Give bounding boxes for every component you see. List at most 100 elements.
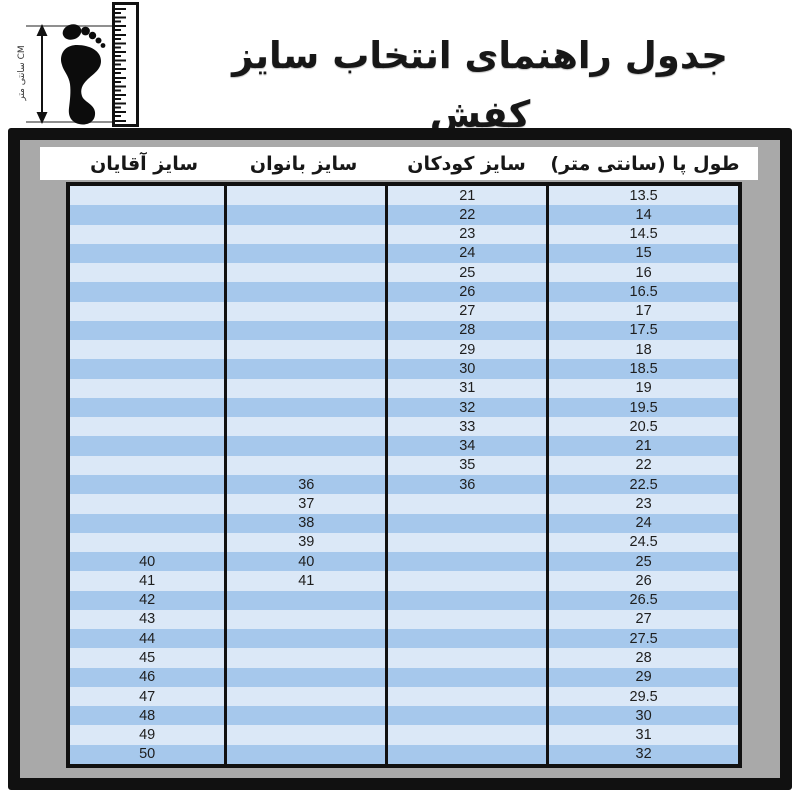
cell-children-size: 21 <box>385 186 546 206</box>
cell-men-size <box>70 417 224 436</box>
cell-men-size <box>70 244 224 263</box>
cell-men-size: 44 <box>139 630 156 647</box>
column-header-men: سایز آقایان <box>90 152 199 175</box>
cell-men-size <box>70 398 224 417</box>
cell-children-size: 34 <box>385 436 546 456</box>
cell-children-size <box>385 590 546 610</box>
cell-children-size: 24 <box>385 243 546 264</box>
cell-foot-length: 18 <box>546 340 738 360</box>
cell-children-size: 28 <box>385 320 546 341</box>
cell-women-size <box>224 263 385 283</box>
cell-women-size <box>224 359 385 379</box>
table-row: 31 19 <box>70 378 738 398</box>
table-row: 27 17 <box>70 301 738 321</box>
page-header: CM سانتی متر جدول راهنمای انتخاب سایز کف… <box>0 0 800 136</box>
cell-foot-length: 21 <box>546 436 738 456</box>
cell-children-size <box>385 494 546 514</box>
cell-children-size <box>385 725 546 745</box>
table-row: 36 36 22.5 <box>70 474 738 495</box>
cell-men-size: 41 <box>139 572 156 589</box>
cell-women-size: 39 <box>224 532 385 553</box>
cell-children-size: 26 <box>385 282 546 302</box>
table-row: 47 29.5 <box>70 686 738 707</box>
cell-women-size <box>224 301 385 321</box>
cell-women-size <box>224 243 385 264</box>
cell-foot-length: 16.5 <box>546 282 738 302</box>
cell-foot-length: 13.5 <box>546 186 738 206</box>
table-row: 40 40 25 <box>70 552 738 572</box>
table-row: 22 14 <box>70 205 738 225</box>
cell-men-size <box>70 436 224 455</box>
cell-foot-length: 26.5 <box>546 590 738 610</box>
ruler-icon <box>112 2 139 127</box>
cell-men-size: 49 <box>139 727 156 744</box>
column-header-children: سایز کودکان <box>407 152 526 175</box>
cell-foot-length: 14 <box>546 205 738 225</box>
cell-women-size: 37 <box>224 494 385 514</box>
cell-foot-length: 27 <box>546 609 738 630</box>
cell-men-size <box>70 225 224 244</box>
column-header-foot-length: طول پا (سانتی متر) <box>550 152 740 175</box>
cell-women-size <box>224 629 385 649</box>
cell-men-size <box>70 186 224 205</box>
cell-men-size <box>70 379 224 398</box>
cell-foot-length: 26 <box>546 571 738 591</box>
table-row: 38 24 <box>70 513 738 533</box>
table-row: 35 22 <box>70 455 738 475</box>
cell-foot-length: 19 <box>546 378 738 398</box>
cell-children-size: 35 <box>385 455 546 475</box>
table-row: 39 24.5 <box>70 532 738 553</box>
cell-women-size <box>224 417 385 437</box>
cell-women-size <box>224 340 385 360</box>
cell-men-size <box>70 456 224 475</box>
table-row: 23 14.5 <box>70 224 738 244</box>
cell-women-size <box>224 378 385 398</box>
cell-children-size <box>385 686 546 707</box>
cell-foot-length: 16 <box>546 263 738 283</box>
cell-women-size: 38 <box>224 513 385 533</box>
cell-men-size <box>70 282 224 301</box>
cell-foot-length: 18.5 <box>546 359 738 379</box>
table-row: 24 15 <box>70 243 738 264</box>
table-row: 26 16.5 <box>70 282 738 302</box>
cell-women-size <box>224 205 385 225</box>
cell-women-size <box>224 706 385 726</box>
cell-children-size: 25 <box>385 263 546 283</box>
cell-children-size: 27 <box>385 301 546 321</box>
table-row: 21 13.5 <box>70 186 738 206</box>
cell-men-size <box>70 321 224 340</box>
cell-men-size: 47 <box>139 688 156 705</box>
table-frame: سایز آقایان سایز بانوان سایز کودکان طول … <box>8 128 792 790</box>
cell-women-size: 36 <box>224 474 385 495</box>
cell-children-size: 29 <box>385 340 546 360</box>
cell-women-size <box>224 397 385 418</box>
footprint-icon <box>61 24 106 125</box>
cell-men-size <box>70 302 224 321</box>
table-row: 34 21 <box>70 436 738 456</box>
cell-women-size: 40 <box>224 552 385 572</box>
cell-children-size <box>385 744 546 764</box>
cell-women-size <box>224 725 385 745</box>
cell-men-size <box>70 514 224 533</box>
column-header-women: سایز بانوان <box>249 152 358 175</box>
cell-women-size: 41 <box>224 571 385 591</box>
table-row: 42 26.5 <box>70 590 738 610</box>
cell-men-size: 48 <box>139 707 156 724</box>
cell-children-size: 23 <box>385 224 546 244</box>
table-row: 49 31 <box>70 725 738 745</box>
cell-foot-length: 32 <box>546 744 738 764</box>
cell-foot-length: 29 <box>546 667 738 687</box>
table-row: 32 19.5 <box>70 397 738 418</box>
cell-foot-length: 24 <box>546 513 738 533</box>
cell-foot-length: 24.5 <box>546 532 738 553</box>
cell-children-size <box>385 552 546 572</box>
table-row: 29 18 <box>70 340 738 360</box>
cell-children-size <box>385 648 546 668</box>
page-title: جدول راهنمای انتخاب سایز کفش <box>232 34 728 137</box>
cell-men-size: 43 <box>139 611 156 628</box>
cell-foot-length: 19.5 <box>546 397 738 418</box>
table-row: 41 41 26 <box>70 571 738 591</box>
column-header-strip: سایز آقایان سایز بانوان سایز کودکان طول … <box>40 147 758 180</box>
cell-foot-length: 25 <box>546 552 738 572</box>
cell-men-size <box>70 340 224 359</box>
